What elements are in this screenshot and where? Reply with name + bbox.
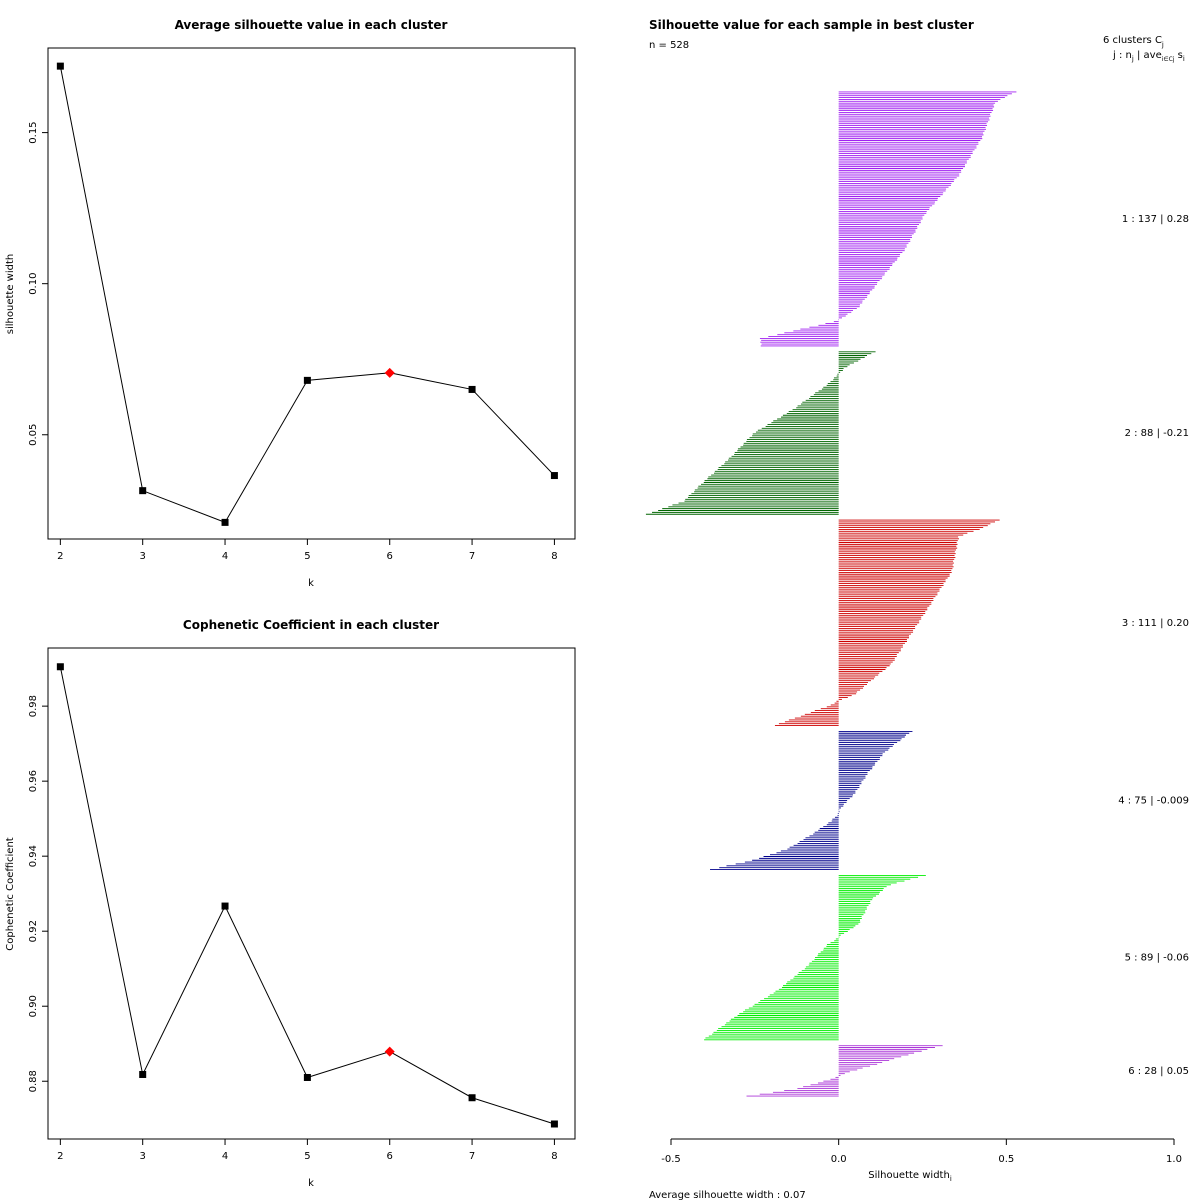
cluster-1-bars bbox=[759, 91, 1017, 347]
cophenetic-x-label: k bbox=[308, 1178, 314, 1189]
highlight-point bbox=[384, 367, 395, 378]
silhouette-bars bbox=[645, 91, 1017, 1097]
x-tick-label: 5 bbox=[304, 551, 310, 562]
sample-count: n = 528 bbox=[649, 40, 689, 51]
cophenetic-plot-frame bbox=[47, 647, 576, 1140]
header-columns: j : nj | avei∈Cj si bbox=[1112, 50, 1185, 63]
data-point bbox=[139, 487, 147, 495]
silhouette-x-label: k bbox=[308, 578, 314, 589]
y-tick-label: 0.98 bbox=[28, 695, 39, 717]
y-tick-label: 0.90 bbox=[28, 995, 39, 1017]
cluster-3-label: 3 : 111 | 0.20 bbox=[1122, 618, 1189, 629]
cluster-4-bars bbox=[710, 730, 913, 871]
silhouette-series bbox=[56, 62, 558, 526]
cophenetic-y-label: Cophenetic Coefficient bbox=[5, 837, 16, 950]
cluster-4-label: 4 : 75 | -0.009 bbox=[1118, 795, 1189, 806]
data-point bbox=[468, 385, 476, 393]
data-point bbox=[56, 663, 64, 671]
silhouette-y-label: silhouette width bbox=[5, 254, 16, 334]
silhouette-chart-title: Average silhouette value in each cluster bbox=[175, 18, 448, 32]
cluster-5-bars bbox=[704, 875, 926, 1041]
x-tick-label: 2 bbox=[57, 1151, 63, 1162]
x-tick-label: 0.5 bbox=[998, 1154, 1014, 1165]
cluster-5-label: 5 : 89 | -0.06 bbox=[1125, 953, 1189, 964]
x-tick-label: 4 bbox=[222, 1151, 228, 1162]
silhouette-width-label: Silhouette widthi bbox=[868, 1170, 952, 1183]
y-tick-label: 0.05 bbox=[28, 424, 39, 446]
x-tick-label: -0.5 bbox=[661, 1154, 681, 1165]
average-width-footer: Average silhouette width : 0.07 bbox=[649, 1190, 806, 1200]
data-point bbox=[303, 376, 311, 384]
x-tick-label: 8 bbox=[551, 1151, 557, 1162]
silhouette-bar-plot: Silhouette value for each sample in best… bbox=[645, 18, 1189, 1200]
silhouette-x-axis: 2 3 4 5 6 7 8 bbox=[57, 539, 558, 562]
x-tick-label: 1.0 bbox=[1166, 1154, 1182, 1165]
data-point bbox=[221, 518, 229, 526]
cluster-2-bars bbox=[645, 351, 876, 515]
cluster-1-label: 1 : 137 | 0.28 bbox=[1122, 214, 1189, 225]
data-point bbox=[221, 902, 229, 910]
highlight-point bbox=[384, 1046, 395, 1057]
cophenetic-x-axis: 2 3 4 5 6 7 8 bbox=[57, 1139, 558, 1162]
cluster-table-header: 6 clusters Cj j : nj | avei∈Cj si bbox=[1103, 35, 1185, 63]
x-tick-label: 5 bbox=[304, 1151, 310, 1162]
y-tick-label: 0.92 bbox=[28, 920, 39, 942]
y-tick-label: 0.88 bbox=[28, 1070, 39, 1092]
y-tick-label: 0.15 bbox=[28, 121, 39, 143]
x-tick-label: 7 bbox=[469, 551, 475, 562]
data-point bbox=[550, 1120, 558, 1128]
silhouette-line-chart: Average silhouette value in each cluster… bbox=[5, 18, 576, 589]
x-tick-label: 2 bbox=[57, 551, 63, 562]
cophenetic-chart-title: Cophenetic Coefficient in each cluster bbox=[183, 618, 439, 632]
silhouette-y-axis: 0.05 0.10 0.15 bbox=[28, 121, 48, 446]
data-point bbox=[550, 472, 558, 480]
cluster-6-bars bbox=[746, 1045, 943, 1097]
cluster-labels: 1 : 137 | 0.28 2 : 88 | -0.21 3 : 111 | 0.… bbox=[1118, 214, 1189, 1077]
x-tick-label: 3 bbox=[140, 1151, 146, 1162]
data-point bbox=[468, 1094, 476, 1102]
x-tick-label: 6 bbox=[387, 551, 393, 562]
data-point bbox=[303, 1073, 311, 1081]
y-tick-label: 0.10 bbox=[28, 273, 39, 295]
silhouette-width-axis: -0.5 0.0 0.5 1.0 bbox=[661, 1138, 1182, 1165]
data-point bbox=[139, 1070, 147, 1078]
cluster-2-label: 2 : 88 | -0.21 bbox=[1125, 428, 1189, 439]
y-tick-label: 0.96 bbox=[28, 770, 39, 792]
silhouette-plot-frame bbox=[47, 47, 576, 540]
cluster-6-label: 6 : 28 | 0.05 bbox=[1128, 1066, 1189, 1077]
cophenetic-series bbox=[56, 663, 558, 1128]
x-tick-label: 7 bbox=[469, 1151, 475, 1162]
cophenetic-line-chart: Cophenetic Coefficient in each cluster 2… bbox=[5, 618, 576, 1189]
series-line bbox=[59, 66, 555, 524]
y-tick-label: 0.94 bbox=[28, 845, 39, 867]
cluster-3-bars bbox=[774, 519, 1000, 726]
x-tick-label: 6 bbox=[387, 1151, 393, 1162]
x-tick-label: 0.0 bbox=[831, 1154, 847, 1165]
header-clusters: 6 clusters Cj bbox=[1103, 35, 1164, 49]
data-point bbox=[56, 62, 64, 70]
silhouette-plot-title: Silhouette value for each sample in best… bbox=[649, 18, 974, 32]
series-line bbox=[59, 666, 555, 1125]
x-tick-label: 8 bbox=[551, 551, 557, 562]
x-tick-label: 4 bbox=[222, 551, 228, 562]
cophenetic-y-axis: 0.88 0.90 0.92 0.94 0.96 0.98 bbox=[28, 695, 48, 1092]
x-tick-label: 3 bbox=[140, 551, 146, 562]
